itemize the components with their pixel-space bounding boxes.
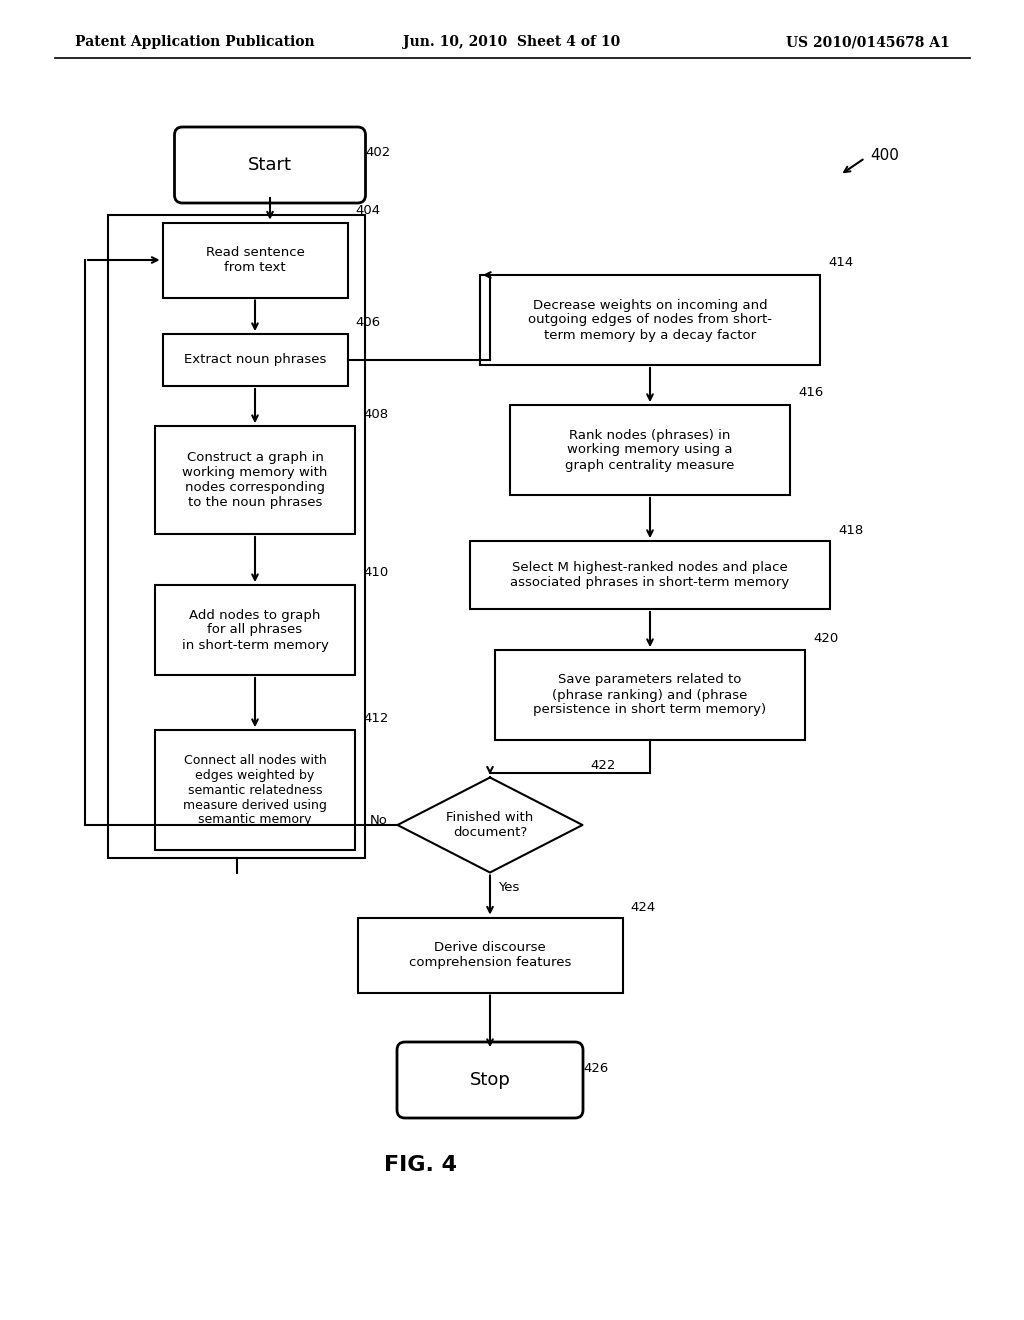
Text: Start: Start [248, 156, 292, 174]
Text: Rank nodes (phrases) in
working memory using a
graph centrality measure: Rank nodes (phrases) in working memory u… [565, 429, 734, 471]
Text: 420: 420 [813, 631, 839, 644]
Text: 412: 412 [362, 711, 388, 725]
Text: 402: 402 [366, 147, 391, 160]
Text: FIG. 4: FIG. 4 [384, 1155, 457, 1175]
Bar [163, 223, 347, 297]
Text: Save parameters related to
(phrase ranking) and (phrase
persistence in short ter: Save parameters related to (phrase ranki… [534, 673, 767, 717]
Text: US 2010/0145678 A1: US 2010/0145678 A1 [786, 36, 950, 49]
Text: 404: 404 [355, 205, 381, 216]
FancyBboxPatch shape [174, 127, 366, 203]
Text: Construct a graph in
working memory with
nodes corresponding
to the noun phrases: Construct a graph in working memory with… [182, 451, 328, 510]
Text: 418: 418 [838, 524, 863, 537]
Text: Decrease weights on incoming and
outgoing edges of nodes from short-
term memory: Decrease weights on incoming and outgoin… [528, 298, 772, 342]
Text: 406: 406 [355, 315, 381, 329]
Bar [357, 917, 623, 993]
Text: Connect all nodes with
edges weighted by
semantic relatedness
measure derived us: Connect all nodes with edges weighted by… [183, 754, 327, 826]
Bar [495, 649, 805, 741]
Bar [480, 275, 820, 366]
Text: No: No [370, 813, 387, 826]
Bar [163, 334, 347, 385]
Text: 400: 400 [870, 148, 899, 162]
Polygon shape [397, 777, 583, 873]
Bar [510, 405, 790, 495]
Text: Stop: Stop [470, 1071, 510, 1089]
Bar [470, 541, 830, 609]
FancyBboxPatch shape [397, 1041, 583, 1118]
Text: 414: 414 [828, 256, 853, 269]
Text: 408: 408 [362, 408, 388, 421]
Text: Finished with
document?: Finished with document? [446, 810, 534, 840]
Text: Extract noun phrases: Extract noun phrases [184, 354, 327, 367]
Text: Add nodes to graph
for all phrases
in short-term memory: Add nodes to graph for all phrases in sh… [181, 609, 329, 652]
Text: Yes: Yes [498, 880, 519, 894]
Bar [155, 730, 355, 850]
Text: Select M highest-ranked nodes and place
associated phrases in short-term memory: Select M highest-ranked nodes and place … [510, 561, 790, 589]
Bar [155, 426, 355, 535]
Text: 422: 422 [591, 759, 615, 772]
Text: Patent Application Publication: Patent Application Publication [75, 36, 314, 49]
Text: 426: 426 [583, 1061, 608, 1074]
Text: Read sentence
from text: Read sentence from text [206, 246, 304, 275]
Text: 416: 416 [798, 387, 823, 400]
Bar [108, 214, 365, 858]
Text: 410: 410 [362, 566, 388, 579]
Bar [155, 585, 355, 675]
Text: Derive discourse
comprehension features: Derive discourse comprehension features [409, 941, 571, 969]
Text: Jun. 10, 2010  Sheet 4 of 10: Jun. 10, 2010 Sheet 4 of 10 [403, 36, 621, 49]
Text: 424: 424 [631, 902, 655, 913]
